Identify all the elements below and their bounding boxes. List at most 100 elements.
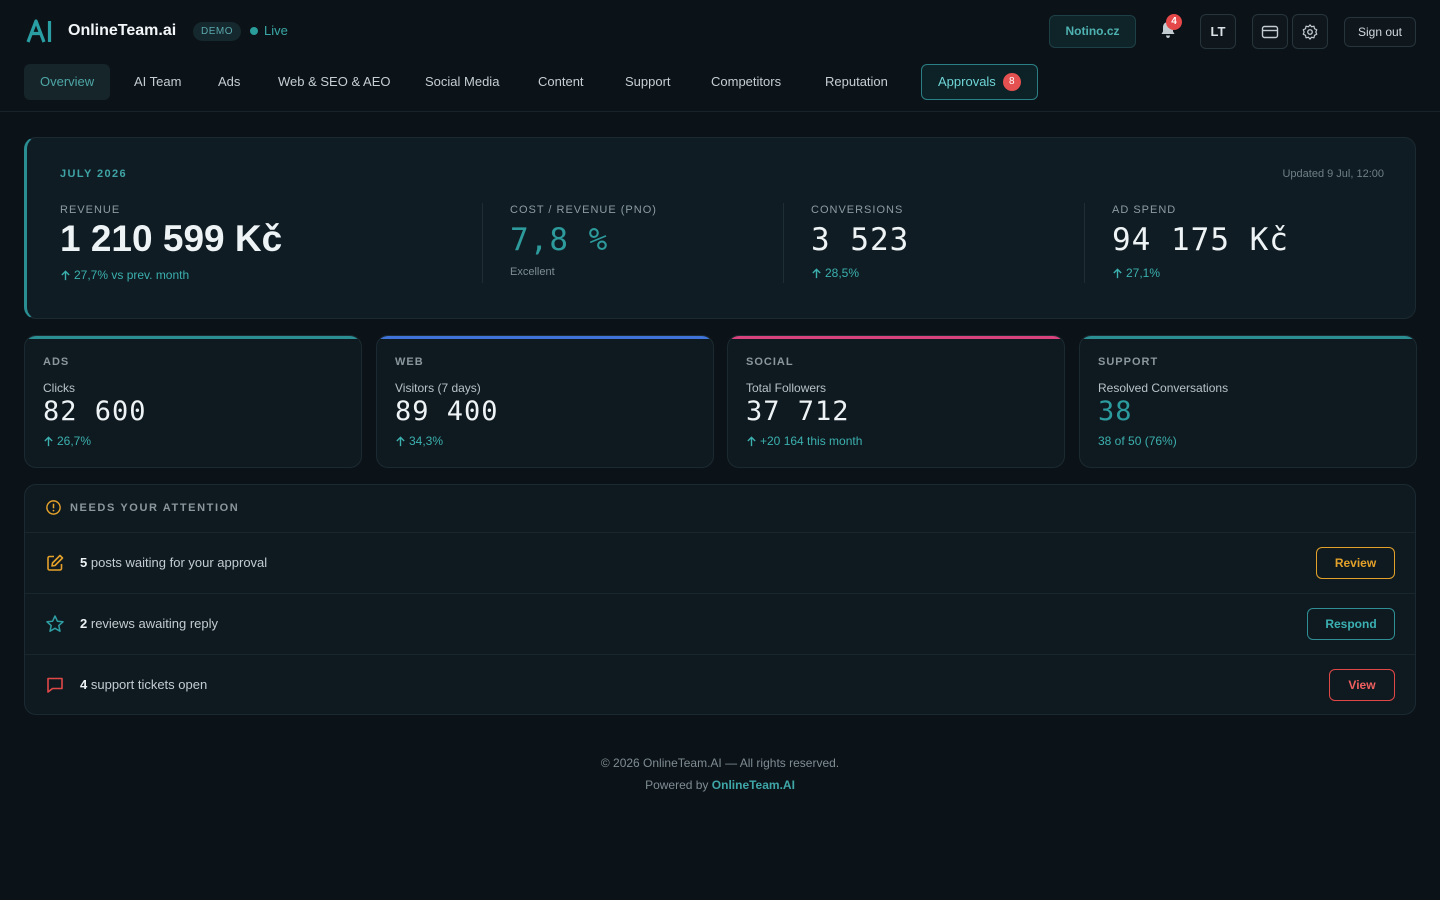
demo-badge: DEMO [193,22,241,41]
powered-by-link[interactable]: OnlineTeam.AI [711,778,795,792]
message-square-icon [47,677,63,693]
attention-description: posts waiting for your approval [90,555,268,570]
kpi-label: COST / REVENUE (PNO) [510,204,657,216]
powered-by-prefix: Powered by [645,778,709,792]
arrow-up-icon [396,435,405,446]
powered-by: Powered by OnlineTeam.AI [0,778,1440,792]
divider [482,203,483,283]
kpi-conversions: CONVERSIONS 3 523 28,5% [811,204,909,280]
kpi-rating: Excellent [510,266,555,278]
kpi-value: 7,8 % [510,222,609,258]
attention-title: NEEDS YOUR ATTENTION [70,501,240,514]
sign-out-button[interactable]: Sign out [1344,17,1416,47]
settings-button[interactable] [1292,14,1328,49]
channel-metric-value: 38 [1098,396,1133,427]
kpi-delta-text: 28,5% [825,266,860,280]
notification-badge: 4 [1166,14,1182,30]
channel-card-ads[interactable]: ADS Clicks 82 600 26,7% [24,335,362,468]
channel-metric-value: 37 712 [746,396,850,427]
respond-button[interactable]: Respond [1307,608,1395,640]
kpi-delta: 27,7% vs prev. month [60,268,282,282]
attention-item-reviews: 2 reviews awaiting reply Respond [25,593,1415,654]
review-button[interactable]: Review [1316,547,1395,579]
tab-competitors[interactable]: Competitors [711,74,782,89]
attention-text: 2 reviews awaiting reply [80,616,218,631]
arrow-up-icon [44,435,53,446]
channel-metric-label: Visitors (7 days) [395,381,481,395]
kpi-value: 3 523 [811,222,910,258]
channel-metric-value: 82 600 [43,396,147,427]
kpi-value: 94 175 Kč [1112,222,1289,258]
view-tickets-button[interactable]: View [1329,669,1395,701]
brand[interactable]: OnlineTeam.ai [26,18,176,44]
attention-description: support tickets open [90,677,208,692]
tab-social-media[interactable]: Social Media [425,74,500,89]
divider [783,203,784,283]
footer: © 2026 OnlineTeam.AI — All rights reserv… [0,756,1440,792]
channel-accent-bar [25,336,361,339]
kpi-delta: 27,1% [1112,266,1289,280]
attention-count: 2 [80,616,88,631]
channel-delta-text: 26,7% [57,434,92,448]
brand-logo-icon [26,19,52,43]
channel-delta: 38 of 50 (76%) [1098,434,1177,448]
client-selector-button[interactable]: Notino.cz [1049,15,1136,48]
channel-delta-text: 34,3% [409,434,444,448]
kpi-label: CONVERSIONS [811,204,904,216]
channel-metric-label: Clicks [43,381,75,395]
channel-delta-text: +20 164 this month [760,434,863,448]
kpi-pno: COST / REVENUE (PNO) 7,8 % Excellent [510,204,657,278]
billing-button[interactable] [1252,14,1288,49]
live-label: Live [264,23,288,38]
channel-metric-value: 89 400 [395,396,499,427]
language-button[interactable]: LT [1200,14,1236,49]
channel-title: WEB [395,356,424,368]
kpi-ad-spend: AD SPEND 94 175 Kč 27,1% [1112,204,1289,280]
tab-approvals[interactable]: Approvals 8 [921,64,1038,100]
kpi-label: REVENUE [60,204,121,216]
kpi-delta-text: 27,1% [1126,266,1161,280]
channel-card-social[interactable]: SOCIAL Total Followers 37 712 +20 164 th… [727,335,1065,468]
star-icon [46,615,64,632]
attention-text: 4 support tickets open [80,677,207,692]
updated-timestamp: Updated 9 Jul, 12:00 [1282,168,1384,180]
attention-header: NEEDS YOUR ATTENTION [45,499,239,516]
credit-card-icon [1261,25,1279,38]
brand-name: OnlineTeam.ai [68,22,177,39]
tab-support[interactable]: Support [625,74,671,89]
kpi-delta-text: 27,7% vs prev. month [74,268,190,282]
tab-overview[interactable]: Overview [24,64,111,100]
channel-delta: 34,3% [395,434,443,448]
tab-ai-team[interactable]: AI Team [134,74,182,89]
attention-count: 4 [80,677,88,692]
tab-web-seo-aeo[interactable]: Web & SEO & AEO [278,74,391,89]
copyright-text: © 2026 OnlineTeam.AI — All rights reserv… [600,756,840,770]
approvals-count-badge: 8 [1002,73,1021,91]
channel-title: ADS [43,356,70,368]
arrow-up-icon [747,435,756,446]
alert-circle-icon [46,500,61,515]
kpi-value: 1 210 599 Kč [60,218,283,259]
attention-description: reviews awaiting reply [90,616,219,631]
arrow-up-icon [61,269,70,280]
channel-metric-label: Resolved Conversations [1098,381,1229,395]
kpi-label: AD SPEND [1112,204,1177,216]
tab-content[interactable]: Content [538,74,584,89]
channel-accent-bar [728,336,1064,339]
gear-icon [1302,23,1318,40]
divider [1084,203,1085,283]
attention-count: 5 [80,555,88,570]
attention-item-tickets: 4 support tickets open View [25,654,1415,715]
attention-text: 5 posts waiting for your approval [80,555,267,570]
attention-item-posts: 5 posts waiting for your approval Review [25,532,1415,593]
channel-card-web[interactable]: WEB Visitors (7 days) 89 400 34,3% [376,335,714,468]
tab-approvals-label: Approvals [938,74,996,89]
arrow-up-icon [812,267,821,278]
kpi-revenue: REVENUE 1 210 599 Kč 27,7% vs prev. mont… [60,204,282,282]
channel-title: SUPPORT [1098,356,1159,368]
tab-reputation[interactable]: Reputation [825,74,888,89]
channel-delta: +20 164 this month [746,434,862,448]
channel-accent-bar [377,336,713,339]
tab-ads[interactable]: Ads [218,74,241,89]
channel-card-support[interactable]: SUPPORT Resolved Conversations 38 38 of … [1079,335,1417,468]
